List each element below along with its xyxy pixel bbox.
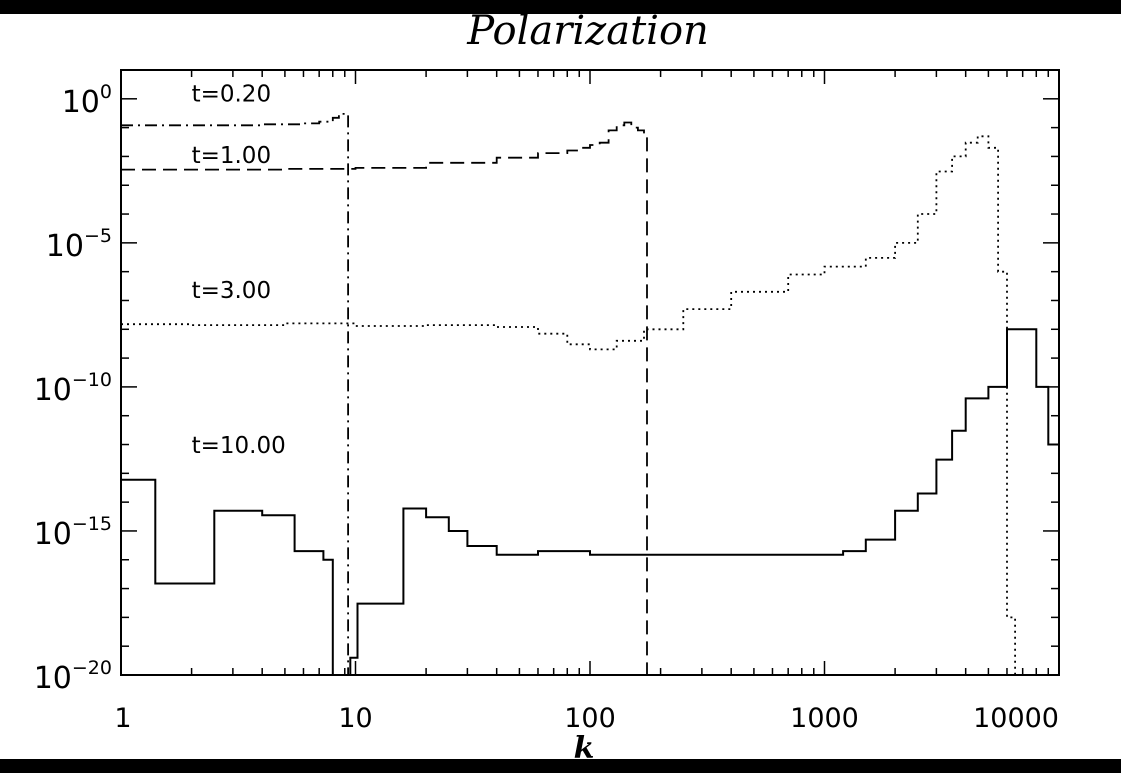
y-tick-label: 10−15 — [34, 513, 112, 552]
series-line-3 — [121, 328, 1060, 676]
series-label-3: t=10.00 — [192, 433, 286, 459]
series-line-1 — [121, 121, 648, 675]
x-tick-label: 10000 — [973, 703, 1059, 734]
y-tick-label: 10−10 — [34, 369, 112, 408]
series-labels: t=0.20 t=1.00 t=3.00 t=10.00 — [192, 82, 286, 460]
y-tick-label: 100 — [62, 81, 112, 120]
series-label-2: t=3.00 — [192, 278, 272, 304]
chart-background — [0, 14, 1121, 759]
x-tick-label: 100 — [564, 703, 616, 734]
series-label-0: t=0.20 — [192, 82, 272, 108]
x-tick-label: 1000 — [790, 703, 859, 734]
x-tick-label: 1 — [114, 703, 131, 734]
y-tick-exponent: −20 — [72, 657, 112, 679]
y-tick-base: 10 — [34, 517, 72, 552]
x-tick-labels: 1 10 100 1000 10000 — [114, 703, 1059, 734]
y-tick-exponent: −5 — [84, 225, 112, 247]
x-tick-label: 10 — [338, 703, 372, 734]
y-tick-base: 10 — [34, 661, 72, 696]
y-tick-exponent: −15 — [72, 513, 112, 535]
series-label-1: t=1.00 — [192, 143, 272, 169]
x-axis-label: k — [574, 731, 595, 766]
y-tick-base: 10 — [46, 229, 84, 264]
series-line-2 — [121, 135, 1016, 675]
y-tick-base: 10 — [62, 85, 100, 120]
ticks-layer — [120, 69, 1059, 676]
y-tick-label: 10−20 — [34, 657, 112, 696]
y-tick-base: 10 — [34, 373, 72, 408]
y-tick-exponent: −10 — [72, 369, 112, 391]
y-tick-label: 10−5 — [46, 225, 112, 264]
chart-title: Polarization — [466, 8, 709, 54]
y-tick-exponent: 0 — [100, 81, 112, 103]
series-layer — [121, 113, 1060, 676]
